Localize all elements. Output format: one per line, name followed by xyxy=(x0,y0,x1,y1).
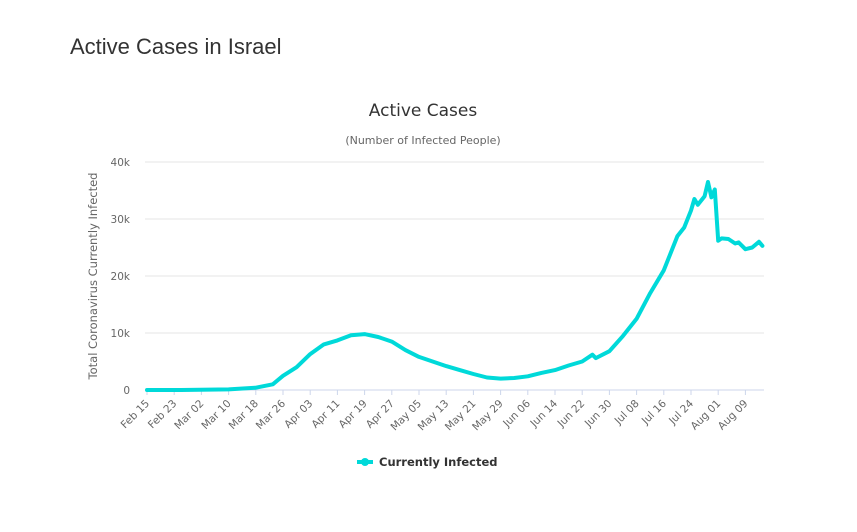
chart-subtitle: (Number of Infected People) xyxy=(345,134,500,147)
legend-label: Currently Infected xyxy=(379,455,498,469)
y-axis-label: Total Coronavirus Currently Infected xyxy=(86,173,100,381)
x-tick-label: Jul 08 xyxy=(612,398,642,428)
x-tick-label: Apr 19 xyxy=(337,398,370,431)
x-tick-label: Mar 26 xyxy=(254,397,289,432)
y-tick-label: 20k xyxy=(111,271,131,283)
legend-item-currently-infected[interactable]: Currently Infected xyxy=(357,455,498,469)
y-tick-label: 40k xyxy=(111,157,131,169)
x-tick-label: May 29 xyxy=(470,398,506,434)
series-line-currently-infected xyxy=(145,180,765,392)
legend-marker-icon xyxy=(361,458,369,466)
page-title: Active Cases in Israel xyxy=(70,34,282,59)
y-tick-label: 30k xyxy=(111,214,131,226)
x-tick-label: Apr 11 xyxy=(309,398,342,431)
x-tick-label: Jun 06 xyxy=(500,397,533,430)
x-tick-label: Feb 15 xyxy=(119,398,152,431)
x-tick-label: Apr 03 xyxy=(282,398,315,431)
x-tick-label: Jun 22 xyxy=(555,398,588,431)
x-tick-label: Jun 14 xyxy=(528,397,561,430)
x-tick-label: Aug 09 xyxy=(716,398,751,433)
x-tick-label: Jul 16 xyxy=(639,397,669,427)
x-tick-label: Jun 30 xyxy=(582,398,615,431)
y-tick-label: 10k xyxy=(111,328,131,340)
y-tick-label: 0 xyxy=(123,385,130,397)
chart-title: Active Cases xyxy=(369,101,478,121)
